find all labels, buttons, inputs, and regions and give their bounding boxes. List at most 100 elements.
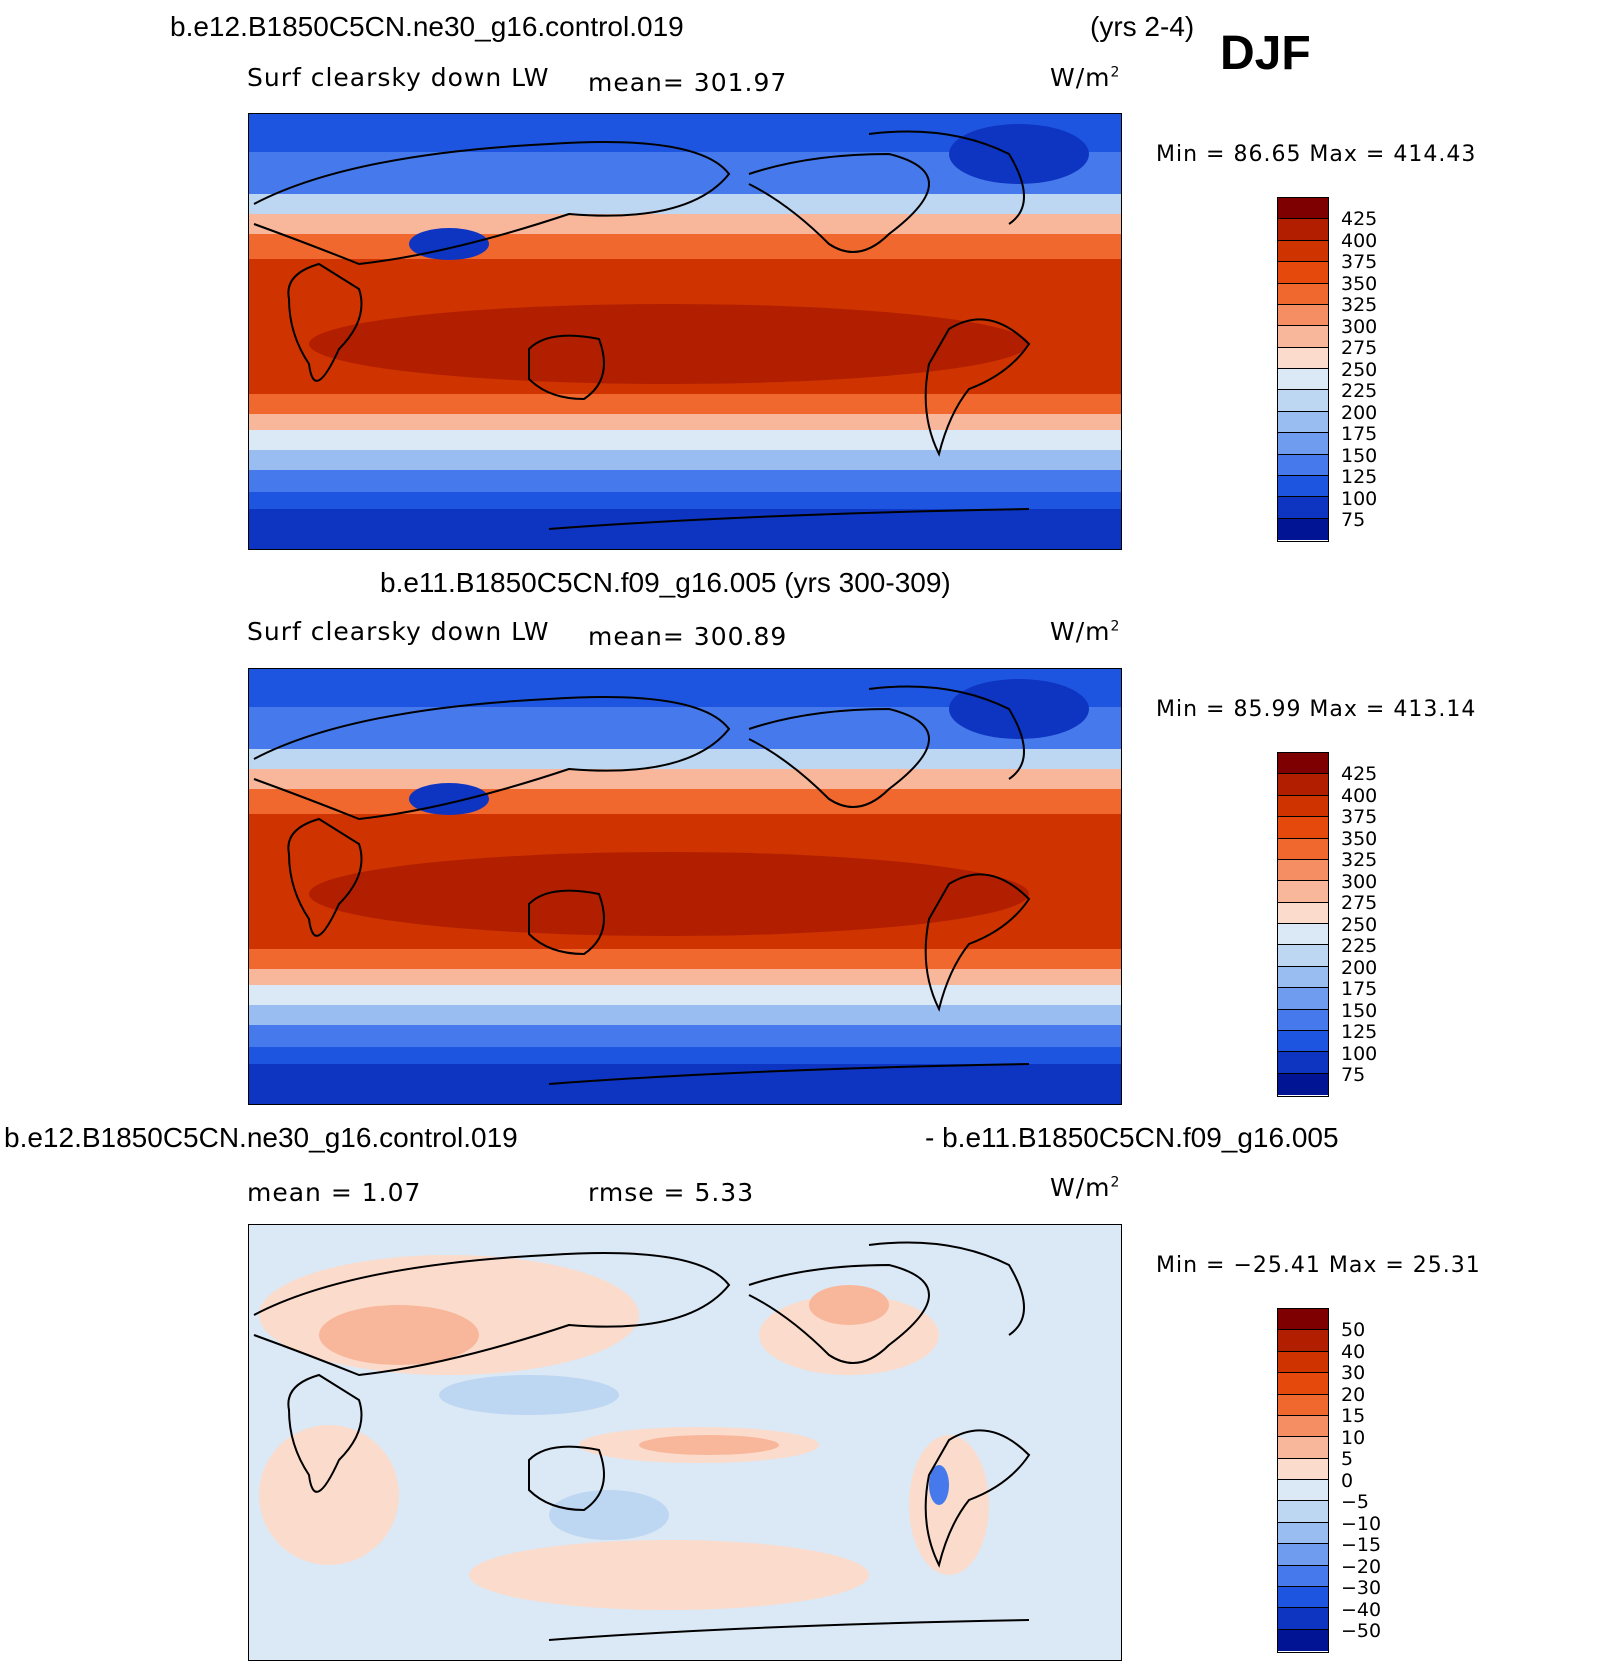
colorbar-swatch: [1278, 838, 1328, 860]
colorbar-swatch: [1278, 1501, 1328, 1523]
colorbar-swatch: [1278, 1330, 1328, 1352]
colorbar-swatch: [1278, 262, 1328, 284]
mean-label: mean= 301.97: [588, 68, 788, 97]
colorbar-swatch: [1278, 795, 1328, 818]
colorbar-swatch: [1278, 966, 1328, 989]
colorbar-tick-label: 250: [1341, 358, 1378, 381]
colorbar-tick-label: 350: [1341, 272, 1378, 295]
season-label: DJF: [1220, 27, 1311, 80]
colorbar-swatch: [1278, 1586, 1328, 1609]
colorbar-tick-label: 425: [1341, 208, 1378, 230]
colorbar-tick-label: 5: [1341, 1448, 1354, 1470]
colorbar-tick-label: 75: [1341, 1064, 1366, 1086]
colorbar-tick-label: −20: [1341, 1555, 1382, 1578]
colorbar-swatch: [1278, 1437, 1328, 1459]
minmax-label: Min = 85.99 Max = 413.14: [1156, 697, 1477, 722]
colorbar-tick-label: −50: [1341, 1620, 1382, 1642]
colorbar-tick-label: 425: [1341, 763, 1378, 785]
colorbar-tick-label: 10: [1341, 1426, 1366, 1449]
colorbar-swatch: [1278, 1030, 1328, 1053]
colorbar-tick-label: 30: [1341, 1362, 1366, 1384]
colorbar-swatch: [1278, 774, 1328, 796]
colorbar-swatch: [1278, 475, 1328, 498]
colorbar-tick-label: 275: [1341, 337, 1378, 359]
rmse-label: rmse = 5.33: [588, 1178, 755, 1207]
colorbar-swatch: [1278, 198, 1328, 220]
colorbar-tick-label: 175: [1341, 423, 1378, 445]
colorbar-tick-label: 375: [1341, 251, 1378, 273]
colorbar-tick-label: 150: [1341, 999, 1378, 1022]
colorbar-tick-label: 325: [1341, 294, 1378, 316]
colorbar-tick-label: 20: [1341, 1383, 1366, 1406]
colorbar-swatch: [1278, 1351, 1328, 1374]
colorbar-swatch: [1278, 881, 1328, 903]
diff-title-right: - b.e11.B1850C5CN.f09_g16.005: [925, 1122, 1339, 1153]
colorbar-swatch: [1278, 1394, 1328, 1416]
years-label: (yrs 2-4): [1090, 11, 1195, 42]
colorbar-tick-label: 350: [1341, 827, 1378, 850]
colorbar-tick-label: 400: [1341, 784, 1378, 807]
colorbar-swatch: [1278, 454, 1328, 476]
colorbar-tick-label: 275: [1341, 892, 1378, 914]
colorbar-tick-label: 225: [1341, 380, 1378, 402]
colorbar-swatch: [1278, 1480, 1328, 1502]
colorbar-swatch: [1278, 390, 1328, 412]
colorbar-swatch: [1278, 902, 1328, 924]
colorbar-tick-label: 400: [1341, 229, 1378, 252]
colorbar-tick-label: 150: [1341, 444, 1378, 467]
colorbar-swatch: [1278, 1009, 1328, 1031]
colorbar-tick-label: 225: [1341, 935, 1378, 957]
colorbar-tick-label: 0: [1341, 1469, 1354, 1492]
colorbar-tick-label: −30: [1341, 1577, 1382, 1599]
colorbar-swatch: [1278, 817, 1328, 839]
colorbar-2: [1277, 752, 1329, 1097]
minmax-label: Min = 86.65 Max = 414.43: [1156, 142, 1477, 167]
minmax-label: Min = −25.41 Max = 25.31: [1156, 1253, 1481, 1278]
colorbar-swatch: [1278, 945, 1328, 967]
colorbar-tick-label: 125: [1341, 466, 1378, 488]
case2-title: b.e11.B1850C5CN.f09_g16.005 (yrs 300-309…: [380, 567, 951, 598]
colorbar-tick-label: 40: [1341, 1340, 1366, 1363]
mean-label: mean= 300.89: [588, 622, 788, 651]
colorbar-2-labels: 425 400 375 350 325 300 275 250 225 200 175 150 125 1…: [1341, 764, 1377, 1087]
colorbar-swatch: [1278, 326, 1328, 348]
colorbar-swatch: [1278, 347, 1328, 369]
colorbar-swatch: [1278, 1052, 1328, 1074]
colorbar-3-labels: 50 40 30 20 15 10 5 0 −5 −10 −15 −20 −30 −40 −50: [1341, 1320, 1381, 1643]
colorbar-swatch: [1278, 1415, 1328, 1438]
colorbar-swatch: [1278, 304, 1328, 327]
units-label: W/m2: [1050, 617, 1121, 646]
colorbar-tick-label: −40: [1341, 1598, 1382, 1621]
mean-label: mean = 1.07: [247, 1178, 422, 1207]
colorbar-1-labels: 425 400 375 350 325 300 275 250 225 200 175 150 125 1…: [1341, 209, 1377, 532]
colorbar-tick-label: 200: [1341, 956, 1378, 979]
colorbar-3: [1277, 1308, 1329, 1653]
colorbar-tick-label: 125: [1341, 1021, 1378, 1043]
colorbar-swatch: [1278, 1458, 1328, 1480]
colorbar-tick-label: 50: [1341, 1319, 1366, 1341]
variable-label: Surf clearsky down LW: [247, 63, 550, 92]
colorbar-swatch: [1278, 411, 1328, 434]
colorbar-tick-label: −15: [1341, 1534, 1382, 1556]
colorbar-swatch: [1278, 240, 1328, 263]
colorbar-swatch: [1278, 219, 1328, 241]
colorbar-swatch: [1278, 1309, 1328, 1331]
colorbar-tick-label: 15: [1341, 1405, 1366, 1427]
colorbar-tick-label: 200: [1341, 401, 1378, 424]
units-label: W/m2: [1050, 63, 1121, 92]
colorbar-swatch: [1278, 1565, 1328, 1587]
colorbar-swatch: [1278, 753, 1328, 775]
colorbar-swatch: [1278, 1608, 1328, 1630]
colorbar-tick-label: 300: [1341, 315, 1378, 338]
colorbar-swatch: [1278, 1544, 1328, 1566]
colorbar-tick-label: 100: [1341, 1042, 1378, 1065]
colorbar-tick-label: 250: [1341, 913, 1378, 936]
colorbar-swatch: [1278, 518, 1328, 540]
colorbar-swatch: [1278, 1629, 1328, 1651]
map-panel-3: [248, 1224, 1122, 1661]
map-panel-2: [248, 668, 1122, 1105]
colorbar-1: [1277, 197, 1329, 542]
diff-title-left: b.e12.B1850C5CN.ne30_g16.control.019: [4, 1122, 518, 1153]
colorbar-swatch: [1278, 497, 1328, 519]
colorbar-swatch: [1278, 433, 1328, 455]
